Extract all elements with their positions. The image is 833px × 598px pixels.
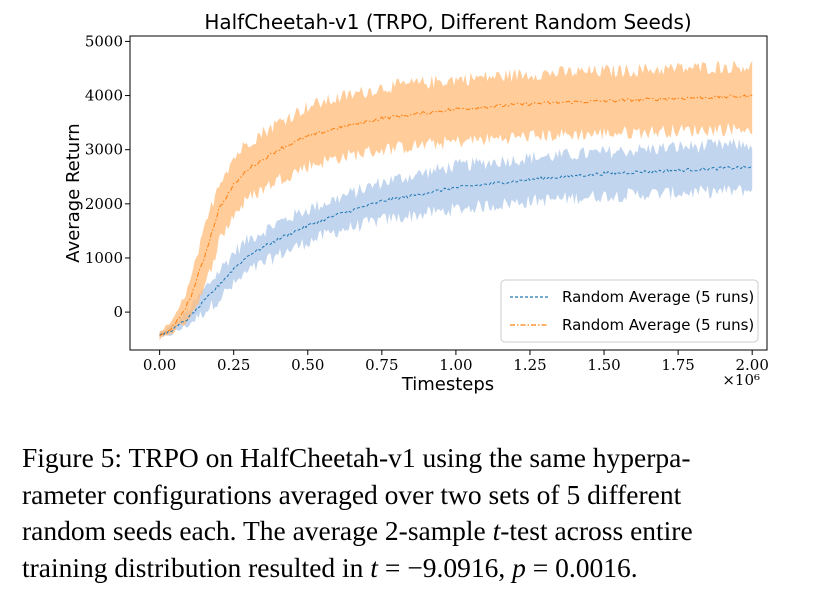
y-tick-label: 2000 (85, 195, 123, 213)
caption-line-4: training distribution resulted in t = −9… (22, 550, 822, 587)
caption-text: training distribution resulted in (22, 551, 371, 583)
chart-title: HalfCheetah-v1 (TRPO, Different Random S… (204, 10, 691, 34)
x-tick-label: 0.25 (217, 356, 250, 374)
caption-text: random seeds each. The average 2-sample (22, 515, 493, 546)
x-tick-label: 1.25 (513, 356, 546, 374)
legend-label-2: Random Average (5 runs) (562, 316, 754, 334)
y-tick-label: 0 (113, 303, 123, 321)
x-tick-label: 1.75 (661, 356, 694, 374)
caption-line-1: Figure 5: TRPO on HalfCheetah-v1 using t… (22, 442, 691, 473)
legend: Random Average (5 runs) Random Average (5… (500, 279, 759, 343)
y-tick-label: 5000 (85, 32, 123, 50)
series-band-2 (159, 60, 753, 341)
x-tick-label: 0.50 (291, 356, 324, 374)
series-band-1 (159, 138, 753, 340)
caption-text: = −9.0916, (377, 551, 513, 583)
legend-box (500, 279, 759, 343)
figure-caption: Figure 5: TRPO on HalfCheetah-v1 using t… (22, 440, 822, 586)
x-axis-label: Timesteps (401, 374, 494, 395)
series-lines (159, 94, 753, 337)
caption-text: = 0.0016. (525, 551, 638, 583)
y-axis-ticks: 0 1000 2000 3000 4000 5000 (85, 32, 130, 321)
caption-line-3: random seeds each. The average 2-sample … (22, 513, 822, 550)
caption-variable-t: t (370, 551, 378, 583)
x-axis-ticks: 0.00 0.25 0.50 0.75 1.00 1.25 1.50 1.75 2.00 (143, 350, 769, 374)
x-axis-multiplier: ×10⁶ (722, 371, 760, 389)
caption-text: -test across entire (500, 515, 693, 546)
y-tick-label: 3000 (85, 141, 123, 159)
caption-variable-p: p (512, 551, 526, 583)
y-tick-label: 1000 (85, 249, 123, 267)
x-tick-label: 0.00 (143, 356, 176, 374)
series-line-2 (159, 94, 753, 337)
plot-frame (129, 35, 768, 351)
legend-label-1: Random Average (5 runs) (562, 288, 754, 306)
x-tick-label: 1.50 (587, 356, 620, 374)
x-tick-label: 1.00 (439, 356, 472, 374)
confidence-bands (159, 60, 753, 341)
y-tick-label: 4000 (85, 87, 123, 105)
chart: HalfCheetah-v1 (TRPO, Different Random S… (63, 10, 769, 395)
x-tick-label: 2.00 (735, 356, 768, 374)
caption-variable-t: t (492, 515, 501, 546)
y-axis-label: Average Return (63, 123, 84, 262)
x-tick-label: 0.75 (365, 356, 398, 374)
caption-line-2: rameter configurations averaged over two… (22, 478, 682, 510)
